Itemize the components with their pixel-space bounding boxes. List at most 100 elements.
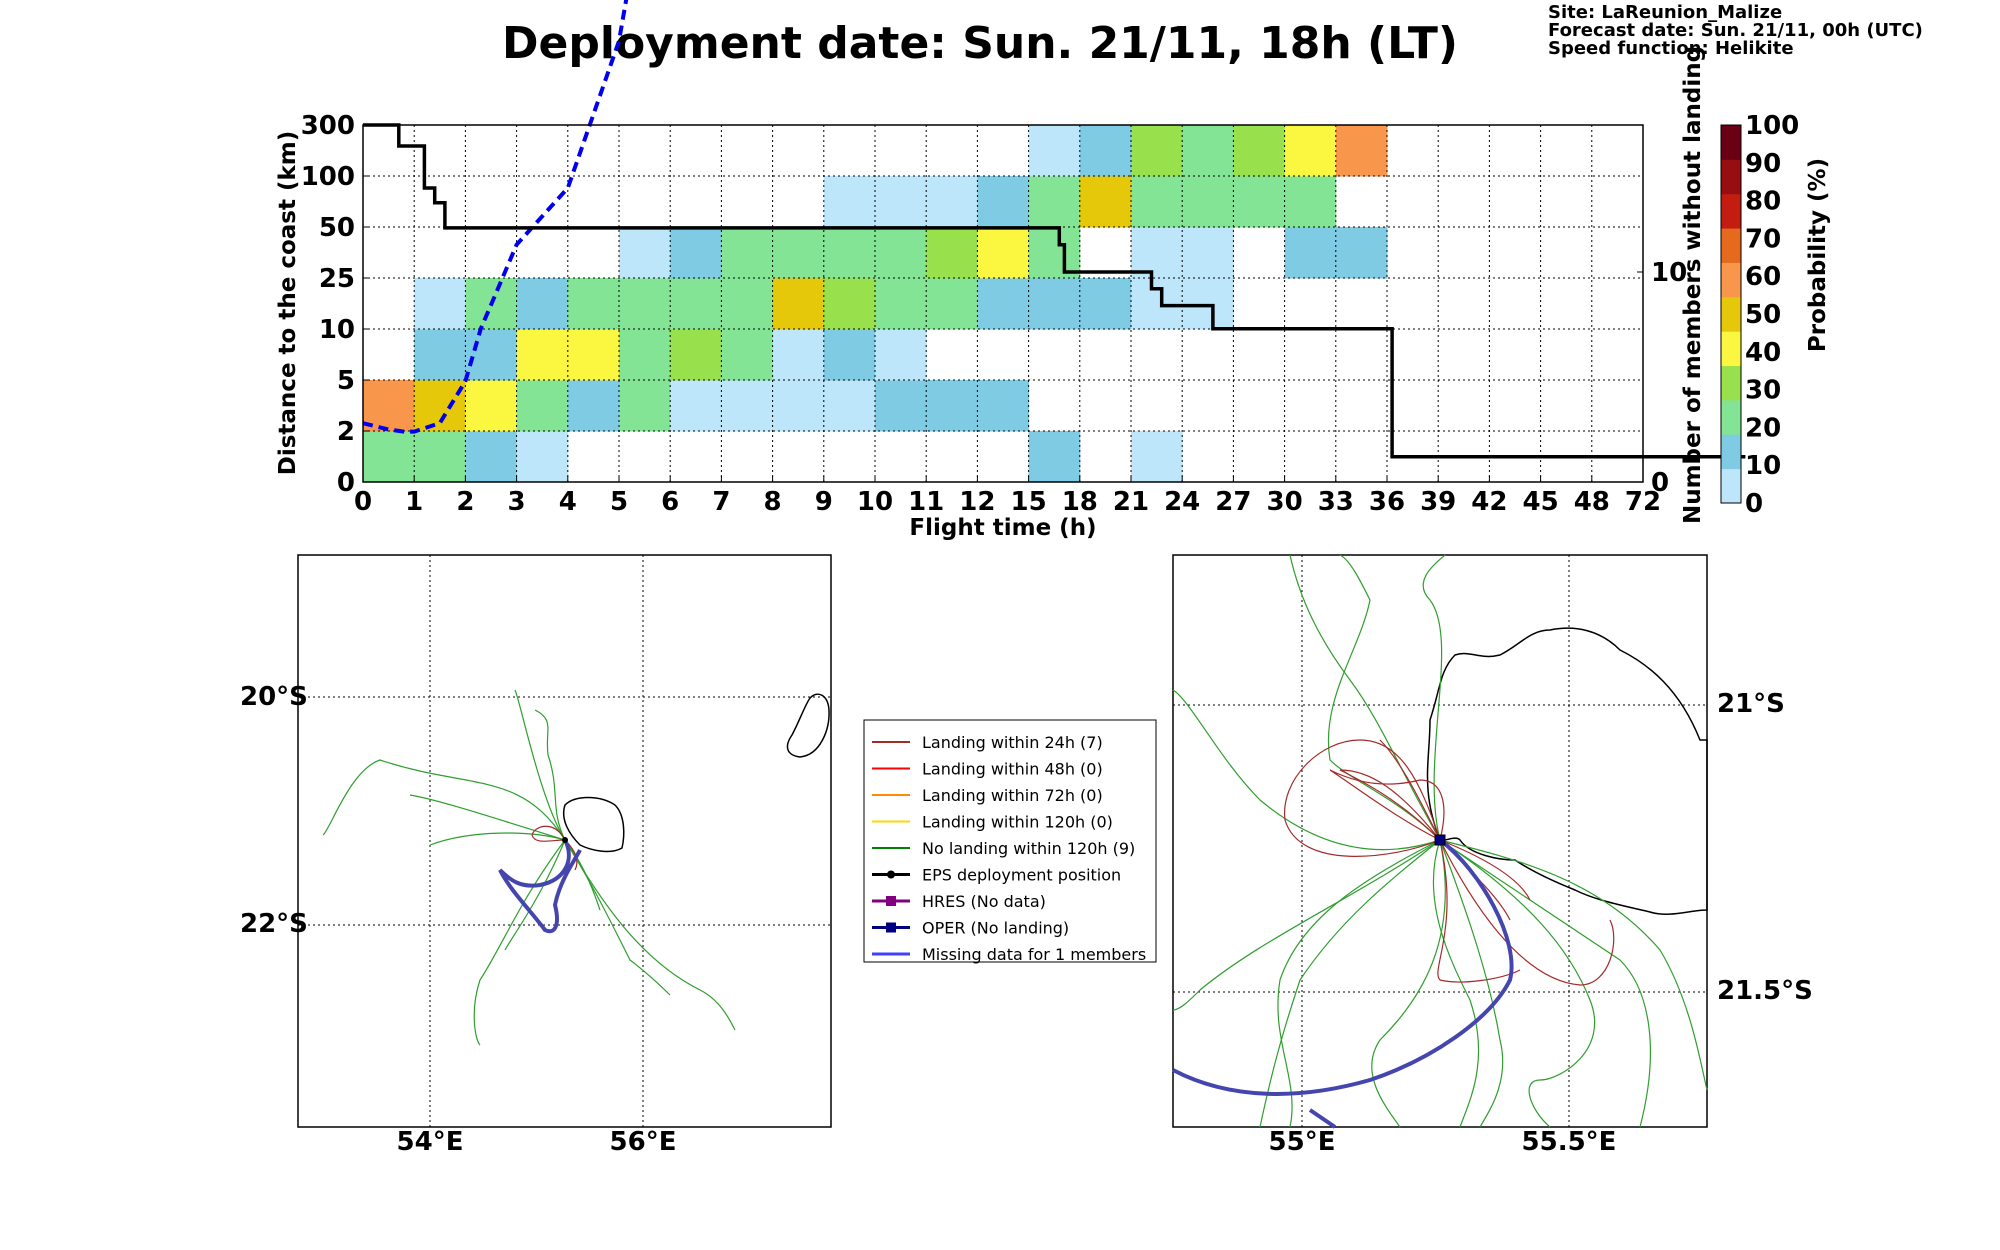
plot-frame <box>362 124 1644 483</box>
y-tick-label: 2 <box>337 417 355 447</box>
colorbar-tick-label: 70 <box>1745 224 1781 254</box>
heatmap-cell <box>670 278 722 330</box>
x-tick-label: 42 <box>1471 487 1507 517</box>
map-right-lat-label: 21°S <box>1717 689 1785 719</box>
colorbar-segment <box>1721 262 1741 298</box>
heatmap-cell <box>926 176 978 228</box>
colorbar-tick-label: 80 <box>1745 187 1781 217</box>
mean-distance-line <box>362 0 629 434</box>
heatmap-cell <box>619 227 671 279</box>
heatmap-cell <box>1028 176 1081 228</box>
heatmap-cell <box>823 176 876 228</box>
heatmap-cell <box>670 227 722 279</box>
heatmap-cell <box>670 329 722 381</box>
legend-marker <box>887 870 895 879</box>
heatmap-cell <box>721 329 774 381</box>
colorbar-tick-label: 100 <box>1745 111 1799 141</box>
heatmap-cell <box>414 278 466 330</box>
heatmap-cell <box>414 329 466 381</box>
map-right-lon-label: 55.5°E <box>1522 1127 1617 1157</box>
x-tick-label: 39 <box>1420 487 1456 517</box>
colorbar-frame <box>1720 124 1742 504</box>
legend-label: Landing within 24h (7) <box>922 733 1103 752</box>
map-left-lon-label: 54°E <box>397 1127 464 1157</box>
colorbar-segment <box>1721 331 1741 367</box>
heatmap-cell <box>363 431 415 483</box>
map-right-landing-trajectories <box>1284 739 1615 986</box>
legend: Landing within 24h (7) Landing within 48h… <box>863 719 1157 964</box>
heatmap-cell <box>977 278 1030 330</box>
heatmap-cell <box>516 329 569 381</box>
heatmap-cell <box>875 380 927 432</box>
legend-label: Landing within 72h (0) <box>922 786 1103 805</box>
heatmap-cell <box>1284 227 1337 279</box>
heatmap-cell <box>875 227 927 279</box>
heatmap-cell <box>670 380 722 432</box>
heatmap-cell <box>567 380 620 432</box>
legend-label: OPER (No landing) <box>922 919 1069 938</box>
heatmap-plot: 0 1 2 3 4 5 6 7 8 9 10 11 12 15 18 21 24 27 30 33 36 39 42 45 48… <box>301 0 1746 517</box>
y-tick-label: 100 <box>301 162 355 192</box>
x-tick-label: 12 <box>959 487 995 517</box>
y-tick-label: 10 <box>319 315 355 345</box>
heatmap-cell <box>772 227 825 279</box>
heatmap-cell <box>414 380 466 432</box>
x-tick-label: 15 <box>1011 487 1047 517</box>
x-tick-label: 11 <box>908 487 944 517</box>
colorbar-tick-label: 0 <box>1745 489 1763 519</box>
heatmap-cell <box>823 227 876 279</box>
heatmap-cell <box>721 278 774 330</box>
heatmap-cell <box>1079 176 1132 228</box>
mauritius-island-outline <box>786 693 830 758</box>
heatmap-cell <box>1028 278 1081 330</box>
x-tick-label: 1 <box>405 487 423 517</box>
x-tick-label: 45 <box>1523 487 1559 517</box>
heatmap-cell <box>977 380 1030 432</box>
y-tick-label: 0 <box>337 468 355 498</box>
y-tick-label: 300 <box>301 111 355 141</box>
heatmap-cell <box>1182 278 1234 330</box>
colorbar-tick-label: 30 <box>1745 376 1781 406</box>
heatmap-cell <box>772 380 825 432</box>
colorbar-segment <box>1721 296 1741 332</box>
colorbar-segment <box>1721 193 1741 229</box>
heatmap-cell <box>1233 176 1286 228</box>
x-tick-label: 18 <box>1062 487 1098 517</box>
heatmap-cell <box>823 380 876 432</box>
heatmap-cell <box>721 227 774 279</box>
map-left-lon-label: 56°E <box>610 1127 677 1157</box>
heatmap-cell <box>926 227 978 279</box>
x-tick-label: 8 <box>764 487 782 517</box>
x-tick-label: 72 <box>1625 487 1661 517</box>
heatmap-cell <box>823 329 876 381</box>
legend-label: EPS deployment position <box>922 866 1121 885</box>
colorbar-tick-label: 20 <box>1745 413 1781 443</box>
deployment-position-square <box>1434 834 1446 846</box>
map-left-lat-label: 20°S <box>240 682 308 712</box>
colorbar-segment <box>1721 365 1741 401</box>
speed-function-info: Speed function: Helikite <box>1548 38 1794 59</box>
heatmap-cell <box>926 278 978 330</box>
heatmap-cell <box>772 329 825 381</box>
y-tick-label: 5 <box>337 366 355 396</box>
legend-label: HRES (No data) <box>922 892 1046 911</box>
heatmap-cell <box>465 329 518 381</box>
heatmap-cell <box>1182 176 1234 228</box>
heatmap-cell <box>1028 431 1081 483</box>
heatmap-cell <box>1131 278 1183 330</box>
heatmap-cell <box>1233 125 1286 177</box>
heatmap-cell <box>619 329 671 381</box>
x-tick-label: 2 <box>456 487 474 517</box>
heatmap-cell <box>465 380 518 432</box>
heatmap-cell <box>465 431 518 483</box>
map-right-lon-label: 55°E <box>1269 1127 1336 1157</box>
legend-label: No landing within 120h (9) <box>922 839 1135 858</box>
y-axis-label: Distance to the coast (km) <box>275 131 301 476</box>
heatmap-cell <box>1131 227 1183 279</box>
heatmap-cell <box>1131 176 1183 228</box>
heatmap-cell <box>516 278 569 330</box>
colorbar-tick-label: 10 <box>1745 451 1781 481</box>
heatmap-cell <box>1079 278 1132 330</box>
colorbar-segment <box>1721 468 1741 504</box>
